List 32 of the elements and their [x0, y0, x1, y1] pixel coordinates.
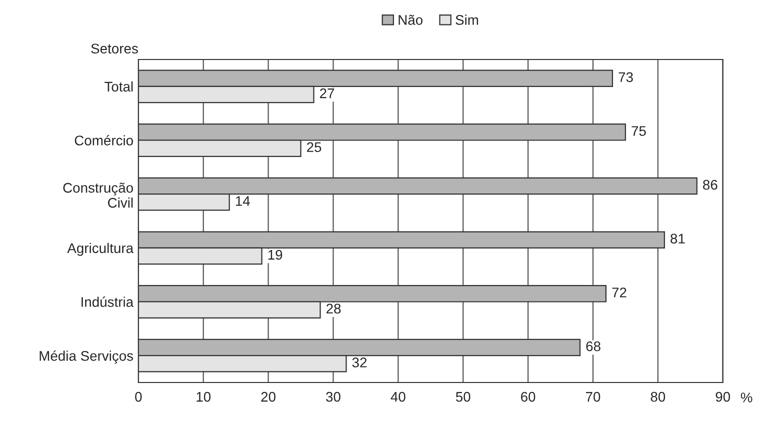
x-tick-label: 0: [135, 392, 142, 402]
legend-label: Não: [398, 14, 423, 25]
y-tick-label: Média Serviços: [40, 350, 134, 364]
x-tick-label: 80: [650, 392, 666, 402]
y-axis-title: Setores: [91, 44, 138, 54]
data-label: 19: [268, 250, 282, 260]
x-tick-label: 40: [390, 392, 406, 402]
y-tick-label: Indústria: [82, 296, 134, 307]
data-label: 81: [670, 234, 685, 244]
data-label: 86: [703, 180, 718, 190]
data-label: 14: [236, 196, 250, 206]
y-tick-label: Total: [104, 81, 133, 92]
x-tick-label: 90: [716, 392, 730, 402]
x-axis-title: %: [740, 392, 752, 402]
x-tick-label: 60: [521, 392, 536, 402]
x-tick-label: 20: [261, 392, 276, 402]
y-tick-label: Comércio: [74, 135, 133, 146]
y-tick-label: Agricultura: [67, 242, 134, 256]
legend-label: Sim: [456, 14, 478, 25]
data-label: 25: [307, 142, 322, 152]
data-label: 73: [618, 72, 633, 82]
x-tick-label: 50: [456, 392, 470, 402]
data-label: 28: [326, 304, 341, 314]
x-tick-label: 10: [196, 392, 211, 402]
y-tick-label: Construção Civil: [63, 182, 133, 208]
x-tick-label: 30: [326, 392, 340, 402]
data-label: 72: [612, 288, 626, 298]
data-label: 32: [352, 358, 367, 368]
x-tick-label: 70: [586, 392, 600, 402]
data-label: 75: [632, 126, 646, 136]
data-label: 27: [320, 88, 334, 98]
data-label: 68: [586, 341, 600, 352]
